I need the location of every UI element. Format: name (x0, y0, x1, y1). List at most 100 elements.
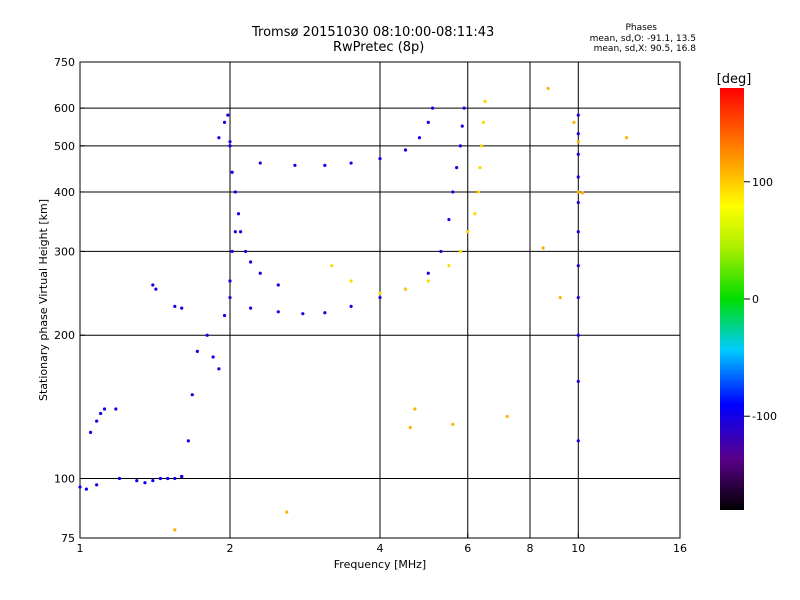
data-point (413, 407, 417, 411)
grid-lines (80, 62, 680, 538)
data-point (430, 106, 435, 110)
data-point (426, 120, 430, 124)
x-tick-label: 4 (377, 542, 384, 555)
chart-subtitle: RwPretec (8p) (333, 40, 425, 55)
data-point (195, 349, 199, 353)
x-tick-label: 1 (77, 542, 84, 555)
data-point (576, 295, 580, 300)
data-point (576, 113, 580, 117)
data-point (447, 217, 451, 222)
data-point (323, 311, 327, 315)
y-tick-labels: 75 100 200 300 400 500 600 750 (54, 56, 85, 545)
data-point (481, 120, 485, 124)
data-point (228, 144, 232, 148)
data-point (455, 166, 459, 170)
data-point (546, 86, 550, 91)
data-point (249, 306, 253, 310)
data-point (276, 283, 280, 287)
colorbar-tick-label: 100 (752, 176, 773, 189)
data-point (154, 287, 158, 291)
y-tick-label: 500 (54, 140, 75, 153)
data-point (228, 295, 232, 300)
data-point (576, 439, 580, 443)
data-point (222, 313, 227, 318)
data-point (230, 249, 234, 254)
data-point (228, 279, 232, 283)
data-point (576, 333, 580, 337)
x-axis-label: Frequency [MHz] (334, 558, 426, 571)
data-point (451, 190, 455, 194)
data-point (572, 120, 576, 124)
data-point (439, 249, 443, 254)
data-point (217, 136, 221, 140)
data-point (349, 279, 353, 283)
data-point (576, 190, 580, 194)
phase-info-o: mean, sd,O: -91.1, 13.5 (589, 34, 696, 44)
y-axis-label: Stationary phase Virtual Height [km] (37, 199, 50, 401)
phase-info-x: mean, sd,X: 90.5, 16.8 (593, 44, 696, 54)
data-point (143, 481, 147, 485)
data-point (95, 419, 99, 423)
data-point (222, 120, 227, 124)
data-point (78, 485, 82, 489)
data-point (478, 166, 482, 170)
data-point (226, 113, 230, 117)
data-point (276, 310, 280, 314)
data-point (473, 212, 477, 216)
colorbar (720, 88, 744, 510)
data-point (205, 333, 209, 337)
data-point (447, 264, 451, 268)
data-point (173, 528, 177, 532)
y-tick-label: 750 (54, 56, 75, 69)
data-point (403, 287, 408, 291)
data-point (151, 479, 155, 483)
data-point (576, 200, 580, 205)
data-point (258, 271, 262, 275)
data-point (476, 190, 480, 194)
data-point (217, 367, 221, 371)
data-point (158, 476, 163, 481)
colorbar-ticks: 100 0 -100 (744, 176, 777, 423)
data-point (173, 476, 177, 481)
data-point (403, 148, 408, 152)
data-point (211, 355, 215, 359)
data-point (417, 136, 422, 140)
data-point (576, 379, 580, 383)
data-point (228, 140, 232, 144)
x-tick-label: 8 (527, 542, 534, 555)
x-tick-labels: 1 2 4 6 8 10 16 (77, 533, 687, 555)
data-point (84, 487, 88, 491)
data-point (236, 212, 241, 216)
y-tick-label: 200 (54, 329, 75, 342)
data-point (323, 163, 327, 167)
data-point (330, 264, 334, 268)
data-point (102, 407, 107, 411)
data-point (190, 393, 194, 397)
y-tick-label: 75 (61, 532, 75, 545)
data-point (166, 476, 170, 481)
data-point (230, 170, 234, 174)
data-point (458, 249, 463, 254)
colorbar-unit-label: [deg] (717, 72, 752, 87)
data-point (258, 161, 262, 165)
data-point (624, 136, 629, 140)
data-point (349, 304, 353, 308)
colorbar-tick-label: 0 (752, 293, 759, 306)
data-point (114, 407, 118, 411)
data-point (301, 312, 305, 316)
data-point (180, 306, 184, 310)
data-point (462, 106, 466, 110)
data-point (576, 175, 580, 179)
phase-info-title: Phases (625, 23, 657, 33)
data-point (576, 132, 580, 136)
data-point (378, 291, 382, 295)
data-point (483, 99, 487, 103)
chart-title: Tromsø 20151030 08:10:00-08:11:43 (252, 25, 495, 40)
y-tick-label: 400 (54, 186, 75, 199)
data-point (426, 271, 430, 275)
x-tick-label: 10 (571, 542, 585, 555)
data-point (88, 430, 93, 434)
data-point (576, 230, 580, 234)
data-point (186, 439, 190, 443)
x-tick-label: 2 (227, 542, 234, 555)
